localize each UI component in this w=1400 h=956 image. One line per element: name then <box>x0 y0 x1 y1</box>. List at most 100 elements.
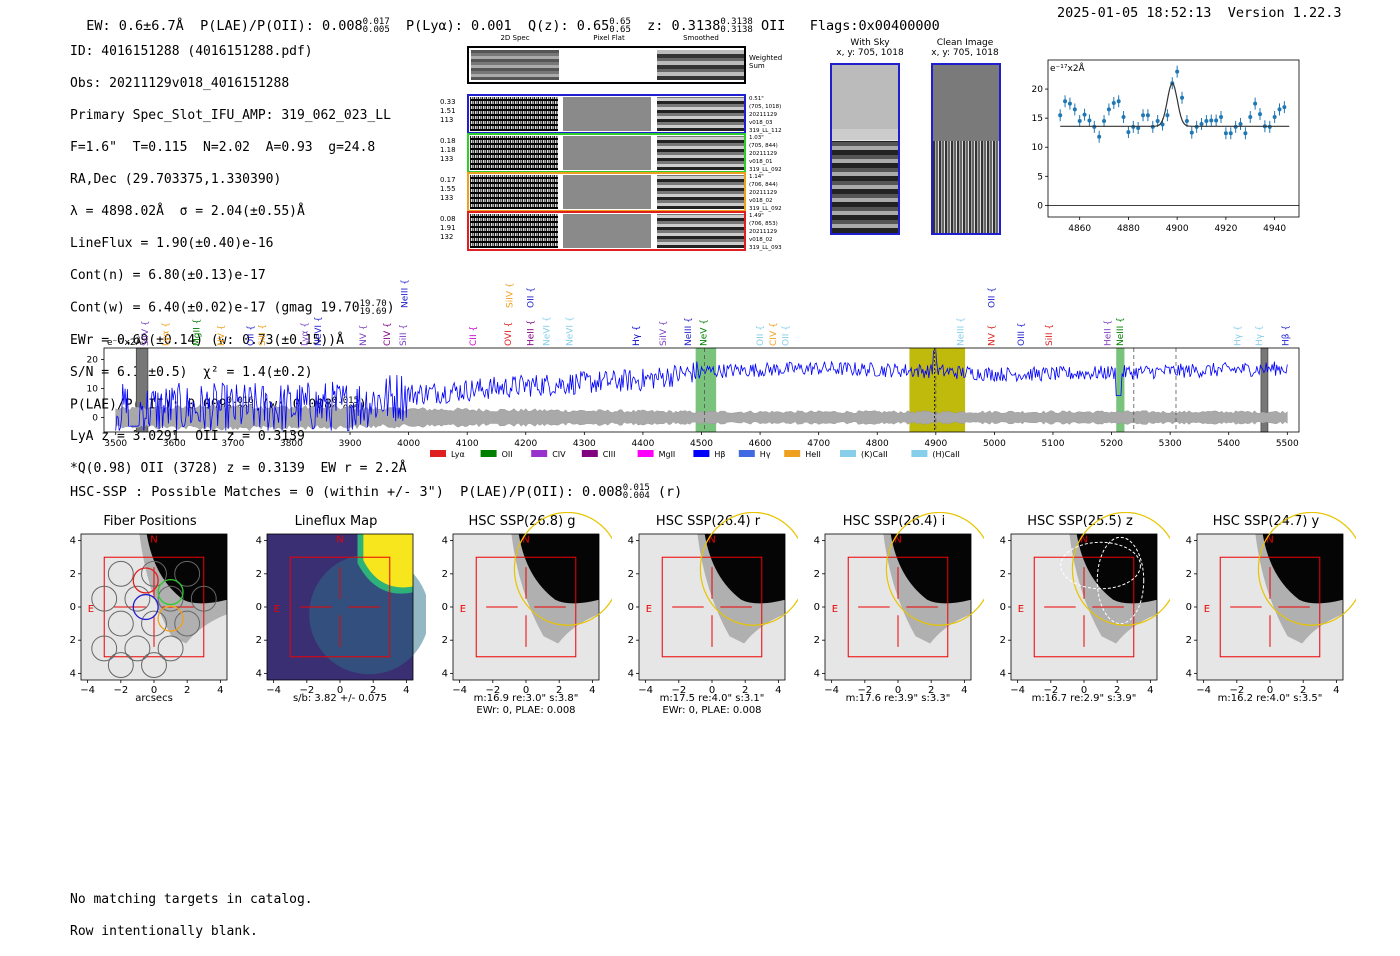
spec-green-band <box>1116 348 1125 432</box>
spec-line-label: NeIII { <box>401 279 411 308</box>
cutout-right-value: (706, 853) <box>749 221 778 227</box>
catalog-ellipse <box>513 512 612 626</box>
zoom-point <box>1136 126 1141 131</box>
q-hi: 0.65 <box>609 17 631 27</box>
legend-label: MgII <box>659 450 676 459</box>
spec-line-label: Hβ { <box>1282 325 1292 346</box>
panel-title: HSC SSP(24.7) y <box>1212 514 1320 529</box>
panel-xtick-label: −4 <box>638 685 653 696</box>
hsc-end: (r) <box>657 484 683 500</box>
zoom-point <box>1204 119 1209 124</box>
spec-error-band <box>115 403 1288 432</box>
catalog-ellipse <box>885 512 984 626</box>
panel-ytick-label: −2 <box>814 635 820 646</box>
spec-line-label: CIV { <box>383 322 393 346</box>
spec-xtick-label: 3700 <box>221 439 244 449</box>
col-pixelflat-label: Pixel Flat <box>593 34 625 42</box>
legend-swatch <box>693 450 710 457</box>
panel-title: Lineflux Map <box>294 514 378 529</box>
zoom-ticks: 4860 4880 4900 4920 4940 0 5 10 15 20 <box>1032 85 1299 234</box>
z-text: z: 0.3138 <box>647 18 721 34</box>
image-panel: HSC SSP(25.5) z N E −4 −4 −2 −2 0 0 2 2 4 4 m:16.7 re… <box>1000 512 1170 722</box>
info-obs: Obs: 20211129v018_4016151288 <box>70 76 290 91</box>
spec-vlines <box>704 348 1177 432</box>
hsc-line: HSC-SSP : Possible Matches = 0 (within +… <box>70 483 683 501</box>
zoom-point <box>1077 119 1082 124</box>
panel-ytick-label: 2 <box>70 569 76 580</box>
east-label: E <box>274 604 280 615</box>
panel-ytick-label: 4 <box>256 536 262 547</box>
datetime: 2025-01-05 18:52:13 <box>1057 5 1212 21</box>
panel-xtick-label: 0 <box>1081 685 1087 696</box>
zoom-point <box>1126 130 1131 135</box>
panel-svg: N E −4 −4 −2 −2 0 0 2 2 4 4 <box>1186 512 1356 696</box>
spec-line-label: OII { <box>756 325 766 346</box>
panel-xtick-label: 2 <box>742 685 748 696</box>
fiber-circle <box>174 560 201 587</box>
info-plae-end: ) <box>359 397 367 412</box>
fiber-circle <box>91 585 118 612</box>
panel-ytick-label: 2 <box>1000 569 1006 580</box>
zoom-point <box>1180 95 1185 100</box>
cutout-2dspec <box>470 136 558 170</box>
cutout-right-value: 319_LL_112 <box>749 128 782 134</box>
legend-swatch <box>637 450 654 457</box>
image-panel: Fiber Positions N E −4 −4 −2 −2 0 0 2 2 4 4 arcsecs <box>70 512 240 722</box>
panel-ytick-label: 0 <box>1000 602 1006 613</box>
zoom-point <box>1141 113 1146 118</box>
zoom-point <box>1067 101 1072 106</box>
image-panel: HSC SSP(26.8) g N E −4 −4 −2 −2 0 0 2 2 4 4 m:16.9 re… <box>442 512 612 722</box>
spec-line-label: NV { <box>217 325 227 346</box>
bright-galaxy <box>704 534 785 604</box>
fiber-circle <box>141 610 167 637</box>
spec-line-label: NeV { <box>699 319 709 346</box>
cutout-smoothed <box>657 136 744 170</box>
north-label: N <box>894 534 901 545</box>
east-label: E <box>460 604 466 615</box>
cutout-left-stats: 0.33 1.51 113 <box>440 98 464 125</box>
fiber-circle <box>107 610 134 637</box>
zoom-xtick-label: 4920 <box>1214 224 1237 234</box>
clean-xy: x, y: 705, 1018 <box>931 48 999 58</box>
spec-xtick-label: 5100 <box>1042 439 1065 449</box>
panel-xtick-label: 2 <box>370 685 376 696</box>
spec-line-label: OVI { <box>504 322 514 346</box>
panel-subtitle: m:16.7 re:2.9" s:3.9" <box>1031 693 1137 704</box>
aperture-box <box>1033 556 1135 658</box>
aperture-box <box>1219 556 1321 658</box>
spec-xtick-label: 4800 <box>866 439 889 449</box>
cutout-left-value: 132 <box>440 233 454 241</box>
panel-title: HSC SSP(26.4) r <box>655 514 761 529</box>
zoom-point <box>1072 107 1077 112</box>
panel-xtick-label: 0 <box>337 685 343 696</box>
zoom-point <box>1243 131 1248 136</box>
panel-ytick-label: 0 <box>1186 602 1192 613</box>
spec-xtick-label: 5200 <box>1100 439 1123 449</box>
spec-xtick-label: 5500 <box>1276 439 1299 449</box>
panel-ytick-label: 4 <box>442 536 448 547</box>
bright-galaxy <box>1076 534 1157 604</box>
cutout-2dspec <box>470 214 558 248</box>
clean-fibers <box>933 140 999 233</box>
spec-line-label: NeIII { <box>1116 317 1126 346</box>
cutout-pixelflat <box>563 136 651 170</box>
panel-xtick-label: 2 <box>556 685 562 696</box>
weighted-sum-label: Weighted Sum <box>749 54 783 70</box>
cutout-left-value: 1.51 <box>440 107 456 115</box>
zoom-point <box>1121 114 1126 119</box>
panel-ytick-label: −4 <box>1000 668 1006 679</box>
hsc-hi: 0.015 <box>622 483 650 493</box>
fiber-circle <box>124 585 151 612</box>
spec-line-label: Lyα { <box>300 322 310 346</box>
spec-line-label: SiII { <box>399 324 409 346</box>
zoom-point <box>1223 131 1228 136</box>
cutout-row <box>467 211 746 251</box>
cutout-left-value: 0.18 <box>440 137 456 145</box>
spec-line-label: MgII { <box>193 319 203 346</box>
info-contw-text: Cont(w) = 6.40(±0.02)e-17 (gmag 19.70 <box>70 300 360 316</box>
panel-ytick-label: 0 <box>442 602 448 613</box>
cutout-pixelflat <box>563 97 651 131</box>
zoom-point <box>1116 99 1121 104</box>
fiber-circle <box>107 560 134 587</box>
panel-svg: N E −4 −4 −2 −2 0 0 2 2 4 4 <box>256 533 426 696</box>
